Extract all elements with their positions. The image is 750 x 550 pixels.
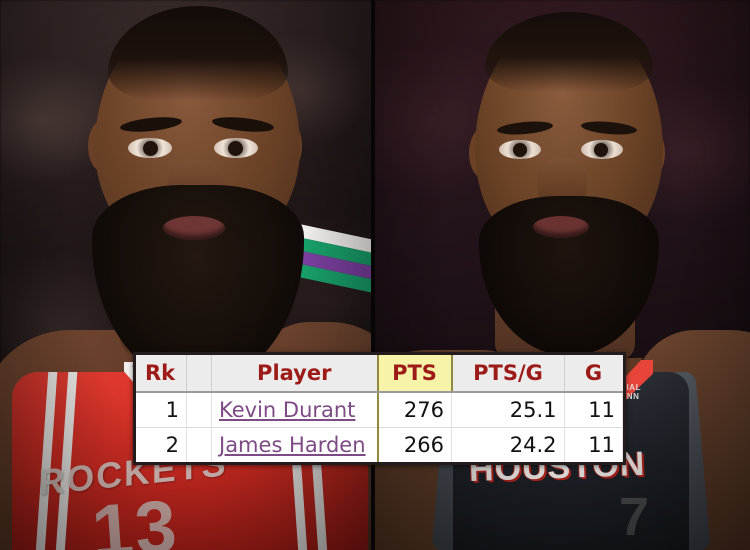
right-player-mouth — [533, 216, 589, 238]
left-player-pupil — [143, 141, 158, 156]
left-player-pupil — [228, 141, 243, 156]
cell-player: James Harden — [211, 427, 378, 462]
left-jersey-number: 13 — [89, 484, 182, 550]
cell-player: Kevin Durant — [211, 392, 378, 428]
cell-games: 11 — [564, 427, 623, 462]
stats-table-overlay: Rk Player PTS PTS/G G 1 Kevin Durant 276… — [133, 352, 626, 465]
player-link[interactable]: James Harden — [219, 433, 366, 457]
cell-spacer — [186, 427, 212, 462]
column-header-player[interactable]: Player — [211, 355, 378, 393]
stats-table: Rk Player PTS PTS/G G 1 Kevin Durant 276… — [136, 355, 623, 462]
table-row: 2 James Harden 266 24.2 11 — [136, 427, 623, 462]
cell-games: 11 — [564, 392, 623, 428]
table-header-row: Rk Player PTS PTS/G G — [136, 355, 623, 393]
player-link[interactable]: Kevin Durant — [219, 398, 356, 422]
left-player-photo: ROCKETS 13 — [0, 0, 373, 550]
column-header-games[interactable]: G — [564, 355, 623, 393]
right-player-pupil — [594, 143, 608, 157]
cell-points: 276 — [376, 392, 452, 428]
cell-points-per-game: 24.2 — [451, 427, 565, 462]
right-player-pupil — [513, 143, 527, 157]
cell-rank: 2 — [136, 427, 187, 462]
column-header-pts[interactable]: PTS — [376, 355, 453, 393]
cell-points-per-game: 25.1 — [451, 392, 565, 428]
left-player-mouth — [163, 216, 225, 240]
column-header-spacer — [186, 355, 212, 393]
column-header-rk[interactable]: Rk — [136, 355, 187, 393]
column-header-pts-per-game[interactable]: PTS/G — [451, 355, 565, 393]
right-player-photo: MEMORIAL HERMANN HOUSTON 7 — [373, 0, 750, 550]
cell-spacer — [186, 392, 212, 428]
cell-points: 266 — [376, 427, 452, 462]
table-row: 1 Kevin Durant 276 25.1 11 — [136, 392, 623, 428]
photo-divider — [371, 0, 375, 550]
right-jersey-number: 7 — [619, 487, 650, 547]
cell-rank: 1 — [136, 392, 187, 428]
